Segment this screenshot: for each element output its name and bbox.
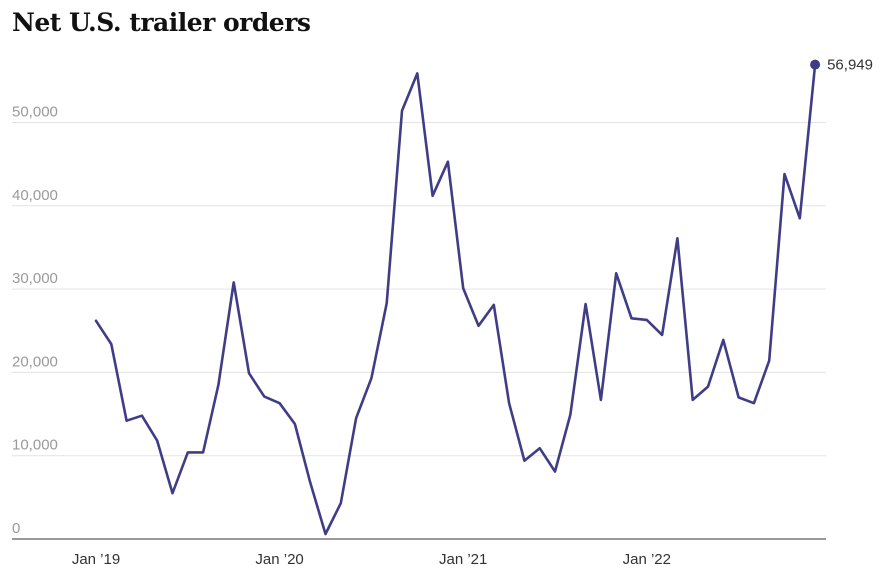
y-tick-label: 30,000 <box>12 270 58 287</box>
x-tick-label: Jan ’19 <box>72 551 120 568</box>
y-tick-label: 50,000 <box>12 104 58 121</box>
x-tick-label: Jan ’20 <box>255 551 303 568</box>
y-tick-label: 0 <box>12 520 20 537</box>
series-line <box>94 63 817 536</box>
x-tick-label: Jan ’22 <box>623 551 671 568</box>
y-tick-label: 40,000 <box>12 187 58 204</box>
y-axis-labels: 0 10,000 20,000 30,000 40,000 50,000 <box>12 104 58 538</box>
y-tick-label: 10,000 <box>12 437 58 454</box>
last-point-marker <box>810 59 821 70</box>
x-axis-labels: Jan ’19 Jan ’20 Jan ’21 Jan ’22 <box>72 551 671 568</box>
last-value-label: 56,949 <box>827 57 873 74</box>
chart-title: Net U.S. trailer orders <box>12 8 311 37</box>
gridlines <box>12 122 826 457</box>
x-tick-label: Jan ’21 <box>439 551 487 568</box>
y-tick-label: 20,000 <box>12 353 58 370</box>
